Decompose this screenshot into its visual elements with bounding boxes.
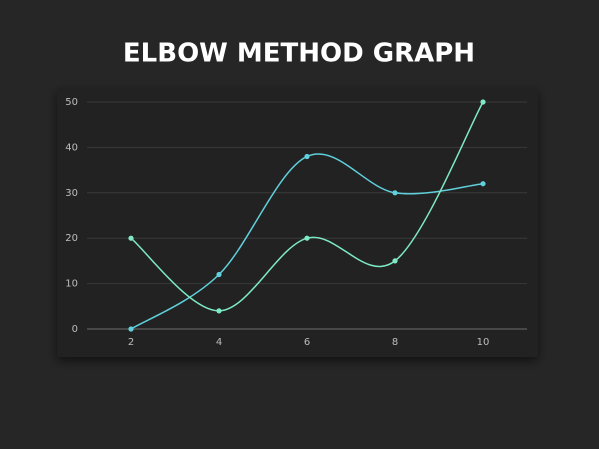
y-tick-label: 0 bbox=[72, 324, 78, 335]
y-tick-label: 30 bbox=[65, 188, 78, 199]
y-tick-label: 50 bbox=[65, 97, 78, 108]
y-tick-label: 10 bbox=[65, 279, 78, 290]
y-tick-label: 40 bbox=[65, 142, 78, 153]
data-point bbox=[304, 235, 310, 241]
data-point bbox=[392, 190, 398, 196]
data-point bbox=[392, 258, 398, 264]
y-tick-label: 20 bbox=[65, 233, 78, 244]
series-line bbox=[130, 153, 484, 330]
x-tick-label: 2 bbox=[128, 337, 134, 348]
chart-panel bbox=[57, 88, 538, 357]
data-point bbox=[128, 326, 134, 332]
x-tick-label: 8 bbox=[392, 337, 398, 348]
x-tick-label: 6 bbox=[304, 337, 310, 348]
data-point bbox=[480, 99, 486, 105]
data-point bbox=[128, 235, 134, 241]
x-tick-label: 10 bbox=[477, 337, 490, 348]
chart-title: ELBOW METHOD GRAPH bbox=[123, 39, 475, 69]
data-point bbox=[480, 181, 486, 187]
data-point bbox=[216, 271, 222, 278]
data-point bbox=[216, 308, 222, 314]
x-tick-label: 4 bbox=[216, 337, 222, 348]
data-point bbox=[304, 153, 310, 160]
